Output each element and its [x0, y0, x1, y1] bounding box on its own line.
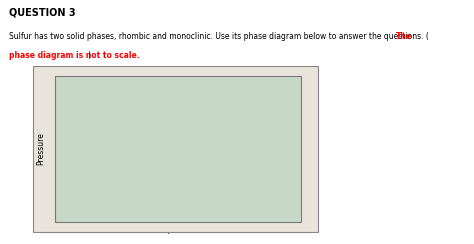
- Text: 115.21°C,
1 atm: 115.21°C, 1 atm: [133, 130, 166, 143]
- Text: Pressure: Pressure: [36, 132, 45, 165]
- Text: 1 atm: 1 atm: [42, 143, 62, 149]
- Text: 95.31°C,
5.1 × 10⁻⁶ atm: 95.31°C, 5.1 × 10⁻⁶ atm: [96, 200, 146, 214]
- Text: Temperature: Temperature: [154, 225, 202, 234]
- Text: Sulfur has two solid phases, rhombic and monoclinic. Use its phase diagram below: Sulfur has two solid phases, rhombic and…: [9, 32, 429, 41]
- Text: QUESTION 3: QUESTION 3: [9, 7, 76, 17]
- Text: Gas: Gas: [198, 177, 213, 185]
- Text: 153°C,
1420 atm: 153°C, 1420 atm: [124, 90, 156, 104]
- Text: 444.6°C,
1 atm: 444.6°C, 1 atm: [256, 128, 286, 142]
- Text: phase diagram is not to scale.: phase diagram is not to scale.: [9, 51, 140, 60]
- Text: Liquid: Liquid: [182, 106, 207, 115]
- Text: 115.18°C,
3.2 × 10⁻⁵ atm: 115.18°C, 3.2 × 10⁻⁵ atm: [141, 183, 191, 196]
- Text: ): ): [88, 51, 91, 60]
- Text: The: The: [396, 32, 412, 41]
- Text: 95.39°C,
1 atm: 95.39°C, 1 atm: [72, 131, 100, 145]
- Text: Rhombic: Rhombic: [72, 168, 104, 174]
- Text: Monoclinic: Monoclinic: [72, 109, 111, 115]
